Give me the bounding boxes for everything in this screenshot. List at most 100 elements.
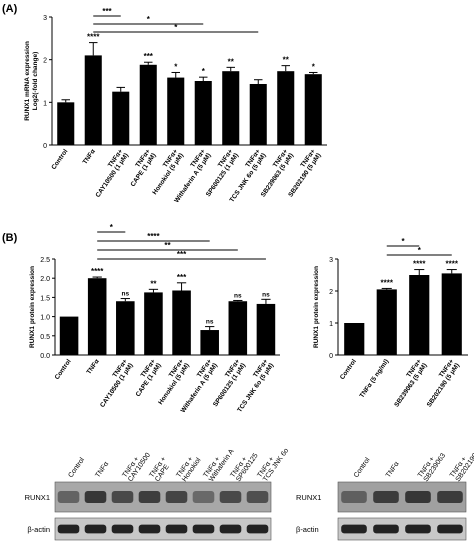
blot-lane-label: TNFα +Withaferin A [202,444,235,483]
x-tick-label: TNFα+CAY10500 (1 μM) [89,148,130,199]
bar [85,55,102,145]
y-tick-label: 0.0 [40,353,50,360]
bar [442,273,462,355]
x-tick-label-line: Control [50,148,69,171]
blot-band [166,525,188,534]
bracket-label: *** [177,250,187,259]
x-tick-label: Control [54,358,73,381]
bar [140,65,157,145]
y-axis-label-line: RUNX1 mRNA expression [24,41,31,121]
bar [229,301,248,355]
panel-label-a: (A) [2,3,18,15]
blot-lane-label: TNFα +SB239063 [417,448,447,483]
blot-row-label: RUNX1 [25,493,50,502]
bar [277,71,294,145]
blot-lane-label-line: TNFα [385,461,401,479]
bar [144,292,163,355]
blot-band [85,491,107,503]
blot-band [85,525,107,534]
x-tick-label: TNFα [82,148,97,166]
bar [257,304,276,355]
blot-band [193,491,215,503]
x-tick-label: TNFα [86,358,101,376]
significance-label: **** [87,33,100,42]
x-tick-label-line: Control [54,358,73,381]
blot-band [247,491,269,503]
bar [172,290,191,355]
bar [167,78,184,145]
y-tick-label: 0 [43,143,47,150]
x-tick-label: TNFα (5 ng/ml) [359,358,391,399]
x-tick-label-line: TNFα [86,358,101,376]
bar [377,289,397,355]
panel-label-b: (B) [2,232,18,244]
bracket-label: *** [102,7,112,16]
significance-label: **** [446,260,459,269]
blot-row-label: RUNX1 [296,493,321,502]
blot-band [220,525,242,534]
blot-lane-label-line: Control [67,456,86,479]
blot-lane-label: TNFα +CAY10500 [121,448,152,483]
bar [222,71,239,145]
y-tick-label: 3 [329,257,333,264]
chart-a: 0 1 2 3 RUNX1 mRNA expressionLog2(-fold chan… [24,7,327,204]
chart-b: 0.0 0.5 1.0 1.5 2.0 2.5 RUNX1 protein expressi… [29,223,280,414]
blot-band [58,491,80,503]
bracket-label: * [418,246,422,255]
blot-lane-label: Control [67,456,86,479]
blot-band [193,525,215,534]
blot-band [437,491,463,503]
significance-label: *** [144,52,154,61]
y-tick-label: 1 [329,321,333,328]
bar [344,323,364,355]
y-tick-label: 1 [43,100,47,107]
significance-label: ns [206,319,214,326]
x-tick-label-line: TNFα [82,148,97,166]
blot-row-label: β-actin [296,525,319,534]
y-tick-label: 2 [43,58,47,65]
significance-label: ns [234,292,242,299]
significance-label: ** [283,56,290,65]
blot-band [220,491,242,503]
y-axis-label-line: RUNX1 protein expression [29,266,36,348]
bracket-label: * [110,223,114,232]
x-tick-label: TNFα+SB239063 (5 μM) [388,358,429,409]
blot-lane-label-line: TNFα [94,461,110,479]
significance-label: ns [262,291,270,298]
blot-lane-label: TNFα +Honokiol [175,452,202,483]
blot-lane-label: TNFα +TCS JNK 6o [256,443,290,483]
significance-label: * [202,67,206,76]
blot-band [373,491,399,503]
blot-lane-label: TNFα [385,461,401,479]
blot-lane-label: TNFα +CAPE [148,456,173,483]
bar [57,102,74,145]
bar [195,81,212,145]
bracket-label: **** [147,232,160,241]
y-axis-label: RUNX1 protein expression [313,266,320,348]
y-axis-label-line: Log2(-fold change) [32,52,39,111]
blot-band [405,525,431,534]
x-tick-label: TNFα+CAPE (1 μM) [129,358,163,398]
blot-band [166,491,188,503]
blot-band [247,525,269,534]
significance-label: **** [381,278,394,287]
y-tick-label: 1.5 [40,295,50,302]
bracket-label: * [147,15,151,24]
significance-label: * [174,62,178,71]
blot-band [139,491,161,503]
y-tick-label: 1.0 [40,315,50,322]
blot-lane-label: Control [353,456,372,479]
x-tick-label-line: Control [339,358,358,381]
y-axis-label: RUNX1 protein expression [29,266,36,348]
blot-band [437,525,463,534]
y-tick-label: 3 [43,15,47,22]
significance-label: ns [122,291,130,298]
y-tick-label: 2 [329,289,333,296]
blot-row-label: β-actin [27,525,50,534]
blot-band [112,525,134,534]
significance-label: ** [228,57,235,66]
x-tick-label: Control [50,148,69,171]
blot-band [139,525,161,534]
